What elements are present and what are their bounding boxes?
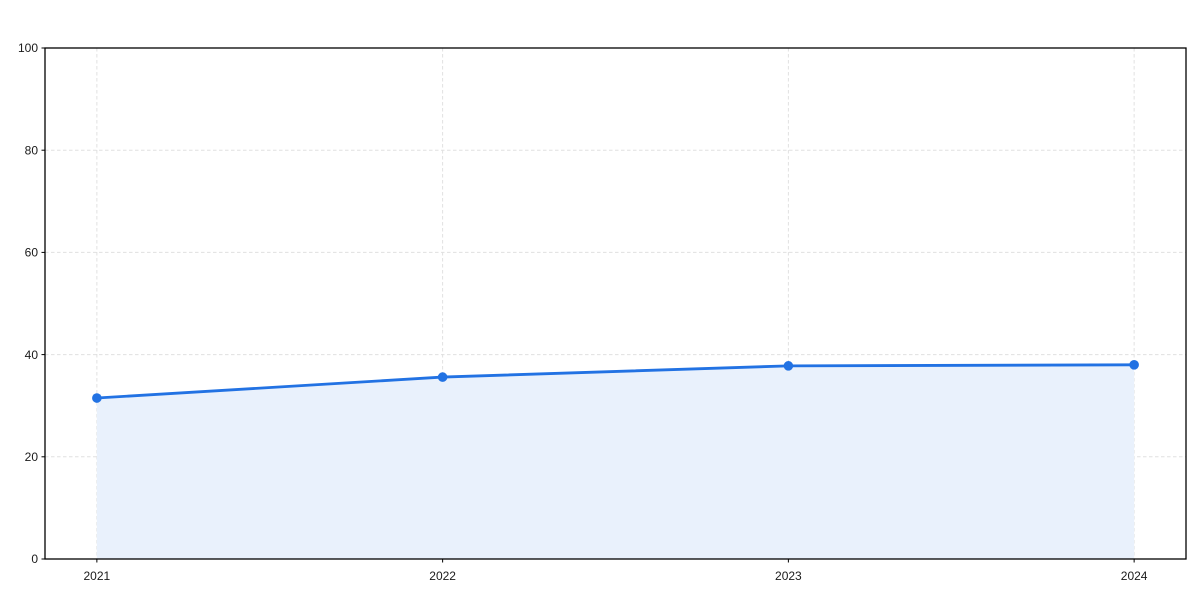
plot-border — [44, 47, 1187, 560]
data-point-marker — [1129, 360, 1139, 370]
x-tick-label: 2023 — [775, 569, 802, 583]
y-tick-label: 0 — [31, 552, 38, 566]
x-tick-label: 2021 — [84, 569, 111, 583]
y-tick-label: 60 — [25, 246, 39, 260]
trend-line — [95, 363, 1136, 400]
y-tick-label: 100 — [18, 41, 38, 55]
x-tick-label: 2022 — [429, 569, 456, 583]
y-tick-label: 20 — [25, 450, 39, 464]
x-tick-label: 2024 — [1121, 569, 1148, 583]
axis-tick-labels: 2021 2022 2023 2024 0 20 40 60 80 100 — [18, 41, 1148, 583]
data-point-marker — [92, 393, 102, 403]
axis-ticks — [41, 47, 1135, 563]
y-tick-label: 80 — [25, 143, 39, 157]
data-point-marker — [783, 361, 794, 371]
data-point-marker — [437, 372, 448, 382]
area-fill — [96, 364, 1135, 559]
y-tick-label: 40 — [25, 348, 39, 362]
